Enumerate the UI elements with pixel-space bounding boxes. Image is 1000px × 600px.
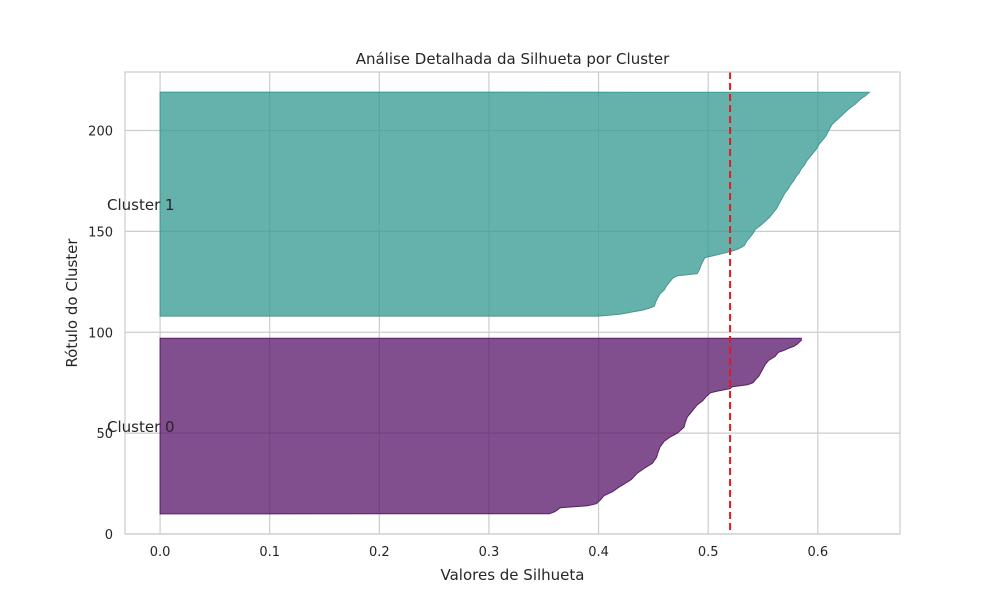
cluster-labels: Cluster 0 Cluster 1 bbox=[107, 196, 175, 436]
chart-title: Análise Detalhada da Silhueta por Cluste… bbox=[356, 50, 670, 68]
y-tick-label: 150 bbox=[88, 225, 113, 240]
plot-frame bbox=[124, 71, 901, 535]
x-tick-label: 0.1 bbox=[259, 545, 280, 560]
y-tick-label: 0 bbox=[105, 528, 113, 543]
series-layer bbox=[159, 91, 871, 515]
x-tick-label: 0.0 bbox=[150, 545, 171, 560]
y-axis-label: Rótulo do Cluster bbox=[63, 238, 81, 368]
x-tick-label: 0.3 bbox=[479, 545, 500, 560]
y-tick-label: 50 bbox=[96, 427, 113, 442]
x-axis-label: Valores de Silhueta bbox=[441, 566, 585, 584]
y-tick-label: 200 bbox=[88, 125, 113, 140]
cluster-label: Cluster 0 bbox=[107, 418, 175, 436]
x-tick-label: 0.2 bbox=[369, 545, 390, 560]
y-tick-label: 100 bbox=[88, 326, 113, 341]
silhouette-area-cluster-0 bbox=[159, 337, 802, 515]
x-tick-label: 0.4 bbox=[588, 545, 609, 560]
x-tick-label: 0.6 bbox=[807, 545, 828, 560]
tick-labels: 0.0 0.1 0.2 0.3 0.4 0.5 0.6 0 50 100 150 200 bbox=[88, 125, 828, 560]
cluster-label: Cluster 1 bbox=[107, 196, 175, 214]
x-tick-label: 0.5 bbox=[698, 545, 719, 560]
silhouette-area-cluster-1 bbox=[159, 91, 871, 317]
